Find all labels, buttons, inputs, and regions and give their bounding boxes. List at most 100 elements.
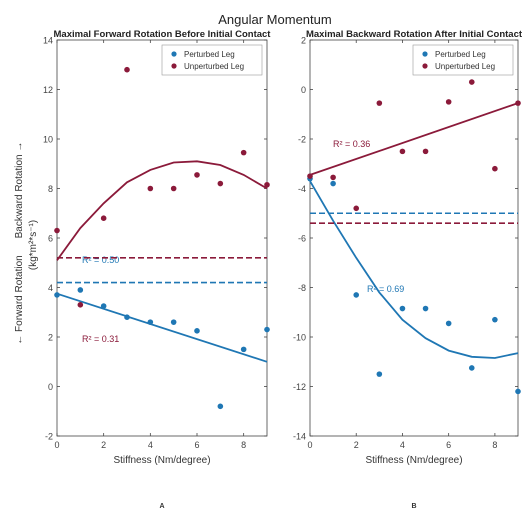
data-point bbox=[399, 148, 406, 155]
x-tick-label: 6 bbox=[446, 440, 451, 450]
x-tick-label: 8 bbox=[241, 440, 246, 450]
y-axis-label-main: (kg*m²*s⁻¹) bbox=[28, 220, 39, 270]
fit-line bbox=[309, 102, 519, 176]
y-tick-label: 12 bbox=[43, 85, 53, 95]
data-point bbox=[147, 319, 154, 325]
data-point bbox=[147, 185, 154, 192]
data-point bbox=[492, 316, 498, 323]
data-point bbox=[194, 172, 200, 178]
y-tick-label: 2 bbox=[301, 36, 306, 46]
panel-title: Maximal Backward Rotation After Initial … bbox=[306, 29, 523, 40]
data-point bbox=[307, 173, 313, 179]
data-point bbox=[445, 99, 452, 105]
y-tick-label: -8 bbox=[298, 283, 306, 293]
fit-line bbox=[56, 292, 268, 363]
legend-marker bbox=[422, 51, 428, 57]
legend-label: Perturbed Leg bbox=[184, 50, 235, 59]
r2-label: R² = 0.31 bbox=[82, 334, 119, 344]
legend-marker bbox=[171, 63, 177, 69]
data-point bbox=[124, 66, 130, 73]
y-tick-label: -4 bbox=[298, 184, 306, 194]
data-point bbox=[515, 100, 521, 106]
data-point bbox=[353, 205, 360, 212]
y-tick-label: 2 bbox=[48, 333, 53, 343]
y-tick-label: -6 bbox=[298, 234, 306, 244]
fit-line bbox=[56, 160, 268, 261]
data-point bbox=[515, 388, 521, 395]
data-point bbox=[330, 174, 336, 181]
data-point bbox=[330, 180, 336, 187]
plot-frame bbox=[309, 39, 519, 437]
data-point bbox=[194, 328, 200, 334]
x-tick-label: 4 bbox=[400, 440, 405, 450]
legend-box bbox=[161, 44, 263, 76]
x-tick-label: 0 bbox=[54, 440, 59, 450]
panel-a: Maximal Forward Rotation Before Initial … bbox=[43, 29, 271, 510]
data-point bbox=[77, 287, 84, 293]
legend-label: Unperturbed Leg bbox=[184, 62, 244, 71]
legend-box bbox=[412, 44, 514, 76]
y-axis-label-forward: ← Forward Rotation bbox=[14, 255, 25, 344]
data-point bbox=[468, 79, 475, 85]
data-point bbox=[492, 165, 498, 172]
y-tick-label: 6 bbox=[48, 234, 53, 244]
data-point bbox=[264, 326, 270, 333]
data-point bbox=[100, 215, 107, 221]
y-tick-label: 4 bbox=[48, 283, 53, 293]
y-tick-label: -14 bbox=[293, 432, 306, 442]
plot-frame bbox=[56, 39, 268, 437]
y-axis-label-backward: Backward Rotation → bbox=[14, 142, 25, 239]
data-point bbox=[376, 371, 383, 377]
data-point bbox=[264, 181, 270, 188]
y-tick-label: 0 bbox=[301, 85, 306, 95]
y-tick-label: 10 bbox=[43, 135, 53, 145]
data-point bbox=[170, 319, 177, 325]
y-tick-label: 14 bbox=[43, 36, 53, 46]
panel-label: A bbox=[159, 503, 164, 510]
panel-label: B bbox=[411, 503, 416, 510]
legend-label: Perturbed Leg bbox=[435, 50, 486, 59]
legend-marker bbox=[422, 63, 428, 69]
x-tick-label: 8 bbox=[492, 440, 497, 450]
figure-title: Angular Momentum bbox=[218, 12, 331, 27]
data-point bbox=[170, 185, 177, 192]
data-point bbox=[445, 320, 452, 327]
data-point bbox=[422, 148, 429, 155]
y-tick-label: -10 bbox=[293, 333, 306, 343]
data-point bbox=[217, 180, 224, 187]
y-tick-label: -12 bbox=[293, 382, 306, 392]
r2-label: R² = 0.36 bbox=[333, 139, 370, 149]
data-point bbox=[54, 227, 60, 234]
data-point bbox=[240, 149, 247, 156]
legend-label: Unperturbed Leg bbox=[435, 62, 495, 71]
data-point bbox=[353, 292, 360, 298]
x-tick-label: 2 bbox=[354, 440, 359, 450]
data-point bbox=[376, 100, 383, 106]
panel-title: Maximal Forward Rotation Before Initial … bbox=[54, 29, 272, 40]
legend-marker bbox=[171, 51, 177, 57]
x-tick-label: 0 bbox=[307, 440, 312, 450]
r2-label: R² = 0.50 bbox=[82, 255, 119, 265]
data-point bbox=[77, 302, 84, 308]
data-point bbox=[54, 292, 60, 298]
x-axis-label: Stiffness (Nm/degree) bbox=[365, 455, 462, 466]
data-point bbox=[100, 303, 107, 309]
data-point bbox=[468, 365, 475, 371]
y-tick-label: -2 bbox=[298, 135, 306, 145]
fit-line bbox=[309, 180, 519, 359]
x-tick-label: 6 bbox=[194, 440, 199, 450]
data-point bbox=[399, 305, 406, 312]
r2-label: R² = 0.69 bbox=[367, 284, 404, 294]
x-tick-label: 4 bbox=[148, 440, 153, 450]
x-axis-label: Stiffness (Nm/degree) bbox=[113, 455, 210, 466]
data-point bbox=[217, 403, 224, 410]
y-tick-label: 8 bbox=[48, 184, 53, 194]
y-tick-label: 0 bbox=[48, 382, 53, 392]
x-tick-label: 2 bbox=[101, 440, 106, 450]
data-point bbox=[124, 314, 130, 321]
y-tick-label: -2 bbox=[45, 432, 53, 442]
data-point bbox=[240, 346, 247, 353]
panel-b: Maximal Backward Rotation After Initial … bbox=[293, 29, 523, 510]
data-point bbox=[422, 305, 429, 312]
